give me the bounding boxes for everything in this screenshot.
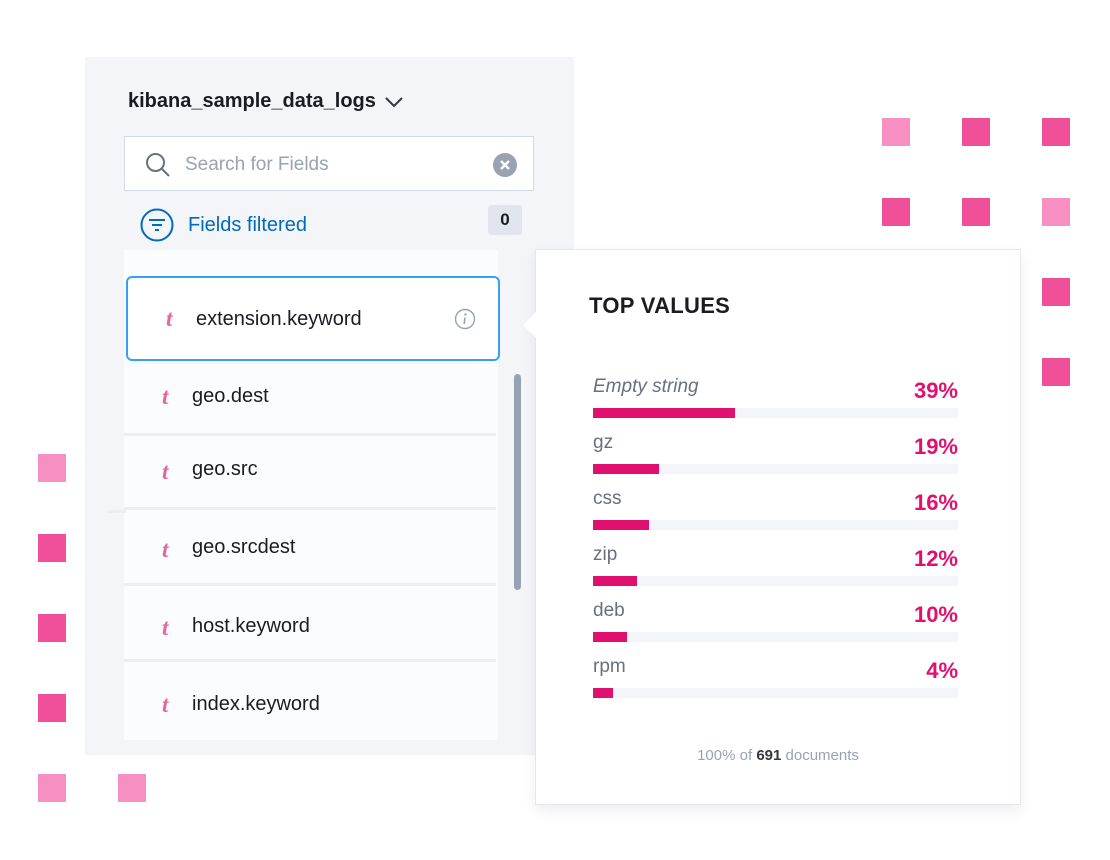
field-item-extension-keyword[interactable]: t extension.keyword xyxy=(126,276,500,361)
string-type-icon: t xyxy=(166,306,173,331)
decorative-square xyxy=(1042,278,1070,306)
fields-filtered-label: Fields filtered xyxy=(188,213,307,236)
value-bar-track xyxy=(593,520,958,530)
decorative-square xyxy=(38,774,66,802)
info-icon[interactable] xyxy=(454,308,476,330)
value-label: css xyxy=(593,488,622,509)
summary-of: of xyxy=(739,747,753,764)
field-name: geo.src xyxy=(192,458,258,480)
field-name: extension.keyword xyxy=(196,308,362,330)
value-label: zip xyxy=(593,544,618,565)
value-bar-track xyxy=(593,576,958,586)
clear-search-button[interactable] xyxy=(493,153,517,177)
search-icon xyxy=(146,153,170,177)
string-type-icon: t xyxy=(162,459,169,484)
top-value-item: zip 12% xyxy=(593,544,958,590)
field-item-geo-src[interactable]: t geo.src xyxy=(124,438,496,510)
string-type-icon: t xyxy=(162,615,169,640)
decorative-square xyxy=(962,198,990,226)
value-bar-track xyxy=(593,408,958,418)
field-item-host-keyword[interactable]: t host.keyword xyxy=(124,590,496,662)
decorative-square xyxy=(38,534,66,562)
field-item-geo-dest[interactable]: t geo.dest xyxy=(124,364,496,436)
documents-summary: 100% of 691 documents xyxy=(536,747,1020,764)
value-percent: 12% xyxy=(913,546,958,571)
fields-filter-toggle[interactable]: Fields filtered xyxy=(140,208,307,242)
value-label: rpm xyxy=(593,656,626,677)
index-pattern-selector[interactable]: kibana_sample_data_logs xyxy=(128,90,404,113)
field-item-index-keyword[interactable]: t index.keyword xyxy=(124,668,496,738)
field-name: geo.srcdest xyxy=(192,536,296,558)
search-fields-input[interactable] xyxy=(183,149,487,181)
value-bar-track xyxy=(593,632,958,642)
top-values-popover: TOP VALUES Empty string 39% gz 19% css 1… xyxy=(523,249,1021,805)
value-bar-fill xyxy=(593,632,627,642)
value-bar-fill xyxy=(593,464,659,474)
filter-icon xyxy=(140,208,174,242)
field-search-box xyxy=(124,136,534,191)
field-name: host.keyword xyxy=(192,615,310,637)
value-label: gz xyxy=(593,432,614,453)
decorative-square xyxy=(118,774,146,802)
value-bar-track xyxy=(593,688,958,698)
field-name: index.keyword xyxy=(192,693,320,715)
decorative-square xyxy=(962,118,990,146)
value-percent: 16% xyxy=(913,490,958,515)
chevron-down-icon xyxy=(385,96,403,107)
decorative-square xyxy=(38,694,66,722)
value-bar-fill xyxy=(593,520,650,530)
clear-icon xyxy=(500,160,510,170)
decorative-square xyxy=(882,118,910,146)
value-percent: 39% xyxy=(913,378,958,403)
summary-percent: 100% xyxy=(697,747,736,764)
decorative-square xyxy=(38,614,66,642)
top-value-item: gz 19% xyxy=(593,432,958,478)
summary-count: 691 xyxy=(756,747,782,764)
value-percent: 19% xyxy=(913,434,958,459)
string-type-icon: t xyxy=(162,692,169,717)
row-divider xyxy=(108,510,126,513)
summary-unit: documents xyxy=(785,747,859,764)
decorative-square xyxy=(38,454,66,482)
value-percent: 10% xyxy=(913,602,958,627)
value-bar-fill xyxy=(593,576,637,586)
decorative-square xyxy=(1042,118,1070,146)
top-value-item: Empty string 39% xyxy=(593,376,958,422)
top-value-item: rpm 4% xyxy=(593,656,958,702)
top-value-item: deb 10% xyxy=(593,600,958,646)
popover-title: TOP VALUES xyxy=(589,293,731,318)
value-label: deb xyxy=(593,600,625,621)
string-type-icon: t xyxy=(162,384,169,409)
field-list-scrollbar[interactable] xyxy=(514,374,521,590)
popover-arrow xyxy=(523,312,536,338)
value-label: Empty string xyxy=(593,376,699,397)
top-value-item: css 16% xyxy=(593,488,958,534)
value-bar-fill xyxy=(593,688,614,698)
string-type-icon: t xyxy=(162,537,169,562)
field-item-geo-srcdest[interactable]: t geo.srcdest xyxy=(124,514,496,586)
index-pattern-label: kibana_sample_data_logs xyxy=(128,90,376,112)
value-bar-fill xyxy=(593,408,736,418)
value-percent: 4% xyxy=(926,658,958,683)
decorative-square xyxy=(1042,198,1070,226)
decorative-square xyxy=(1042,358,1070,386)
decorative-square xyxy=(882,198,910,226)
field-name: geo.dest xyxy=(192,385,269,407)
value-bar-track xyxy=(593,464,958,474)
filter-count-badge: 0 xyxy=(488,205,522,235)
